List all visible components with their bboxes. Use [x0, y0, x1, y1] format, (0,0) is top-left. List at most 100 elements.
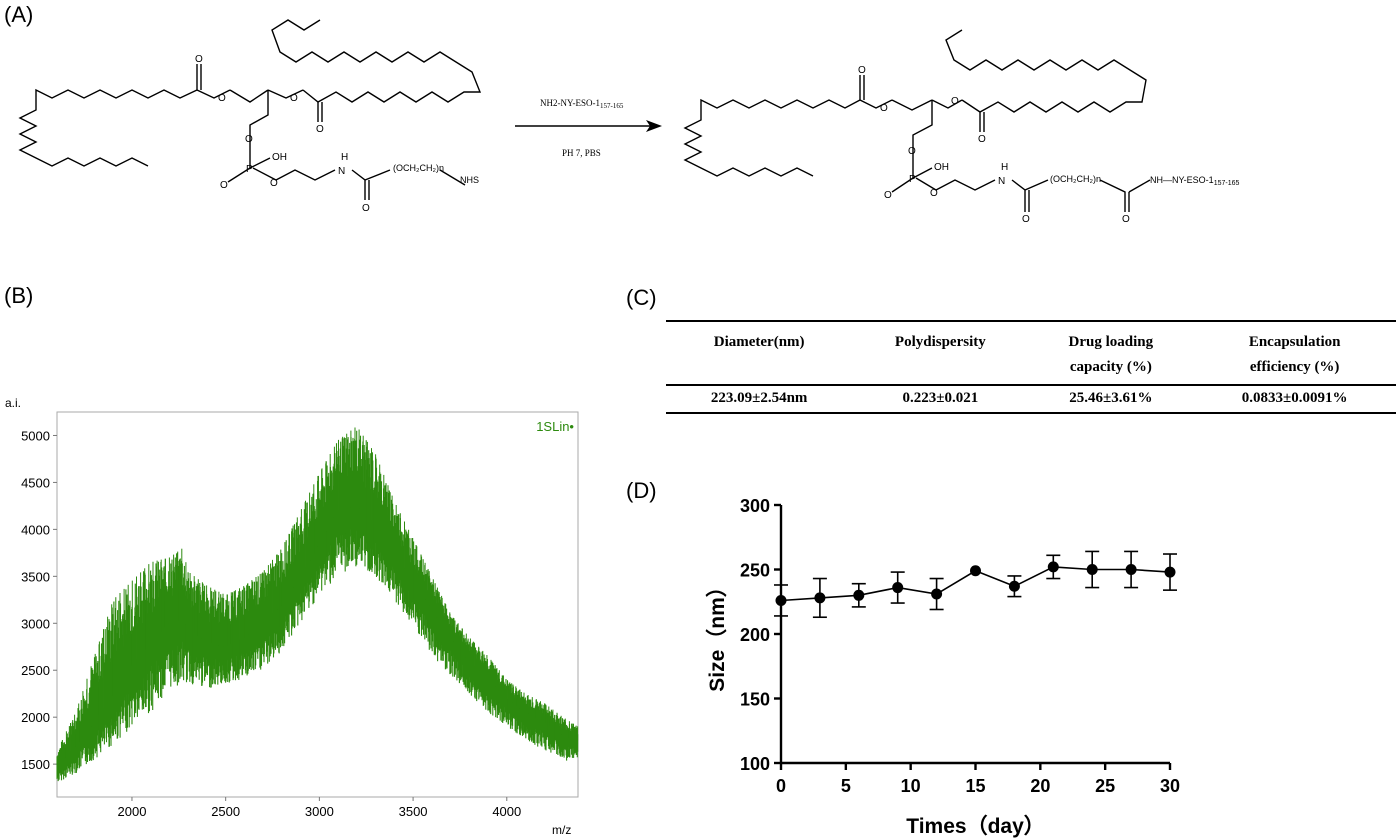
- product-chain-2: [945, 29, 1147, 113]
- panel-label-d: (D): [626, 478, 657, 503]
- chart-y-tick-label: 250: [740, 561, 770, 581]
- chart-x-axis-label: Times（day）: [906, 814, 1045, 838]
- product-o-3: O: [880, 103, 888, 114]
- chart-x-tick-label: 0: [776, 776, 786, 796]
- spectrum-x-tick-label: 3000: [305, 804, 334, 819]
- reagent-subscript: 157-165: [600, 102, 624, 110]
- spectrum-x-label: m/z: [552, 823, 571, 837]
- data-point: [970, 565, 981, 577]
- data-point: [931, 588, 943, 600]
- chart-x-tick-label: 30: [1160, 776, 1180, 796]
- spectrum-y-tick-label: 5000: [21, 428, 50, 443]
- spectrum-x-tick-label: 3500: [399, 804, 428, 819]
- reactant-molecule: [18, 19, 482, 200]
- spectrum-legend: 1SLin•: [536, 419, 574, 434]
- spectrum-y-tick-label: 1500: [21, 757, 50, 772]
- header-diameter: Diameter(nm): [713, 334, 805, 350]
- product-o-9: O: [1122, 214, 1130, 225]
- spectrum-x-tick-label: 2500: [211, 804, 240, 819]
- reaction-arrow: [515, 120, 662, 132]
- product-o-1: O: [858, 65, 866, 76]
- product-nh: H: [1001, 162, 1008, 173]
- product-conjugate-subscript: 157-165: [1214, 180, 1240, 187]
- product-molecule: [683, 29, 1151, 212]
- spectrum-trace: [56, 427, 579, 782]
- cell-drug-loading: 25.46±3.61%: [1069, 390, 1153, 406]
- formulation-table: Diameter(nm) Polydispersity Drug loading…: [666, 320, 1396, 414]
- reactant-peg: (OCH₂CH₂)n: [393, 163, 444, 173]
- product-o-4: O: [951, 96, 959, 107]
- reactant-nh: H: [341, 152, 348, 163]
- product-o-8: O: [1022, 214, 1030, 225]
- spectrum-y-label: a.i.: [5, 396, 21, 410]
- data-point: [814, 592, 826, 604]
- chart-x-tick-label: 10: [901, 776, 921, 796]
- panel-label-b: (B): [4, 283, 34, 308]
- chart-y-tick-label: 300: [740, 496, 770, 516]
- reactant-o-6: O: [220, 180, 228, 191]
- product-conjugate-name: NH—NY-ESO-1: [1150, 175, 1214, 185]
- reactant-o-5: O: [245, 134, 253, 145]
- data-point: [1125, 564, 1137, 575]
- reaction-scheme: O O O O O O O O P OH N H (OCH₂CH₂)n NHS …: [18, 19, 1239, 225]
- cell-diameter: 223.09±2.54nm: [710, 390, 808, 406]
- chart-x-tick-label: 5: [841, 776, 851, 796]
- spectrum-y-tick-label: 3500: [21, 569, 50, 584]
- mass-spectrum: a.i. m/z 1SLin• 1500 2000 2500 3000 3500 4000 450…: [5, 396, 579, 837]
- spectrum-y-tick-label: 2500: [21, 663, 50, 678]
- reactant-oh: OH: [272, 152, 287, 163]
- reactant-chain-1: [18, 88, 198, 167]
- data-point: [1164, 566, 1176, 578]
- chart-x-tick-label: 20: [1030, 776, 1050, 796]
- spectrum-y-tick-label: 4000: [21, 522, 50, 537]
- spectrum-x-tick-label: 4000: [492, 804, 521, 819]
- product-o-5: O: [908, 146, 916, 157]
- data-point: [1086, 564, 1098, 575]
- data-point: [853, 589, 865, 601]
- chart-x-tick-label: 25: [1095, 776, 1115, 796]
- reactant-nhs: NHS: [460, 175, 479, 185]
- condition-label: PH 7, PBS: [562, 148, 601, 158]
- panel-label-c: (C): [626, 285, 657, 310]
- header-polydispersity: Polydispersity: [894, 334, 986, 350]
- product-oh: OH: [934, 162, 949, 173]
- chart-y-axis-label: Size（nm）: [705, 576, 729, 692]
- header-encapsulation: Encapsulation efficiency (%): [1248, 334, 1341, 375]
- reactant-n: N: [338, 166, 345, 177]
- product-o-2: O: [978, 134, 986, 145]
- spectrum-y-tick-label: 4500: [21, 475, 50, 490]
- product-peg: (OCH₂CH₂)n: [1050, 174, 1101, 184]
- table-header-row: Diameter(nm) Polydispersity Drug loading…: [666, 321, 1396, 385]
- spectrum-frame: [56, 411, 579, 798]
- chart-y-tick-label: 150: [740, 690, 770, 710]
- reactant-labels: O O O O O O O O P OH N H (OCH₂CH₂)n NHS: [195, 54, 479, 214]
- reactant-o-8: O: [362, 203, 370, 214]
- reactant-o-2: O: [316, 124, 324, 135]
- chart-x-tick-label: 15: [965, 776, 985, 796]
- product-n: N: [998, 176, 1005, 187]
- reagent-label: NH2-NY-ESO-1157-165: [540, 98, 624, 110]
- data-point: [1008, 580, 1020, 592]
- reactant-p: P: [246, 164, 253, 175]
- spectrum-x-tick-label: 2000: [118, 804, 147, 819]
- spectrum-y-tick-label: 2000: [21, 710, 50, 725]
- product-conjugate: NH—NY-ESO-1157-165: [1150, 175, 1239, 187]
- cell-polydispersity: 0.223±0.021: [902, 390, 979, 406]
- data-point: [892, 582, 904, 594]
- cell-encapsulation: 0.0833±0.0091%: [1241, 390, 1348, 406]
- header-drug-loading: Drug loading capacity (%): [1068, 334, 1154, 375]
- product-chain-1: [683, 98, 861, 177]
- product-p: P: [909, 174, 916, 185]
- chart-y-tick-label: 200: [740, 625, 770, 645]
- product-labels: O O O O O O O O O P OH N H (OCH₂CH₂)n NH…: [858, 65, 1239, 225]
- data-point: [1047, 561, 1059, 573]
- panel-label-a: (A): [4, 2, 34, 27]
- reactant-o-1: O: [195, 54, 203, 65]
- reactant-chain-2: [271, 19, 482, 103]
- size-series-line: [780, 566, 1171, 602]
- product-o-7: O: [930, 188, 938, 199]
- spectrum-y-tick-label: 3000: [21, 616, 50, 631]
- product-o-6: O: [884, 190, 892, 201]
- reactant-o-7: O: [270, 178, 278, 189]
- reactant-o-3: O: [218, 93, 226, 104]
